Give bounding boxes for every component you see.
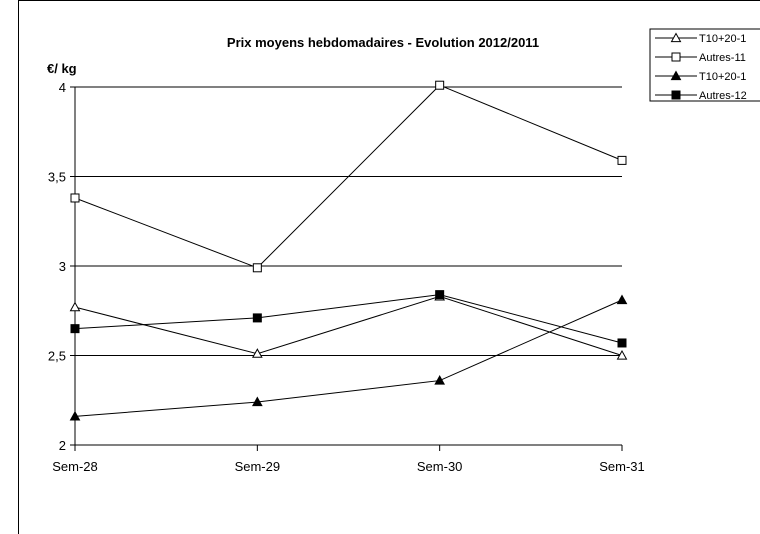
data-point	[252, 313, 262, 323]
x-tick-label: Sem-31	[599, 459, 645, 474]
data-point	[69, 410, 81, 421]
y-tick-label: 2,5	[48, 349, 66, 364]
x-tick-label: Sem-30	[417, 459, 463, 474]
data-point	[251, 348, 263, 358]
legend-marker	[671, 52, 681, 62]
chart-frame	[18, 0, 760, 534]
y-tick-label: 2	[59, 438, 66, 453]
series-line	[74, 294, 623, 344]
data-point	[70, 193, 80, 203]
gridlines	[75, 86, 622, 356]
series-line	[74, 295, 623, 356]
legend-box	[649, 28, 760, 102]
data-point	[70, 324, 80, 334]
data-point	[251, 396, 263, 407]
chart-title: Prix moyens hebdomadaires - Evolution 20…	[227, 35, 539, 50]
y-tick-label: 3	[59, 259, 66, 274]
data-point	[616, 349, 628, 360]
legend-label: Autres-12	[699, 90, 747, 102]
legend: T10+20-1 Autres-11 T10+20-1 Autres-12	[649, 28, 760, 102]
data-point	[252, 263, 262, 273]
data-point	[616, 294, 628, 305]
data-point	[434, 375, 446, 385]
legend-label: T10+20-1	[699, 71, 746, 83]
data-point	[435, 80, 445, 90]
legend-marker	[671, 90, 681, 100]
data-point	[435, 290, 445, 300]
axes: 2 2,5 3 3,5 4 Sem-28 Sem-29 Sem-30 Sem-31	[48, 80, 645, 474]
data-point	[617, 338, 627, 348]
y-axis-label: €/ kg	[47, 61, 77, 76]
y-tick-label: 4	[59, 80, 66, 95]
data-point	[69, 301, 81, 312]
legend-label: T10+20-1	[699, 33, 746, 45]
y-tick-label: 3,5	[48, 170, 66, 185]
series-group	[69, 80, 628, 421]
legend-marker	[670, 32, 682, 43]
legend-marker	[670, 70, 682, 81]
legend-label: Autres-11	[699, 52, 746, 64]
data-point	[617, 155, 627, 165]
x-tick-label: Sem-28	[52, 459, 98, 474]
series-line	[74, 84, 623, 269]
x-tick-label: Sem-29	[235, 459, 281, 474]
series-line	[74, 299, 623, 417]
